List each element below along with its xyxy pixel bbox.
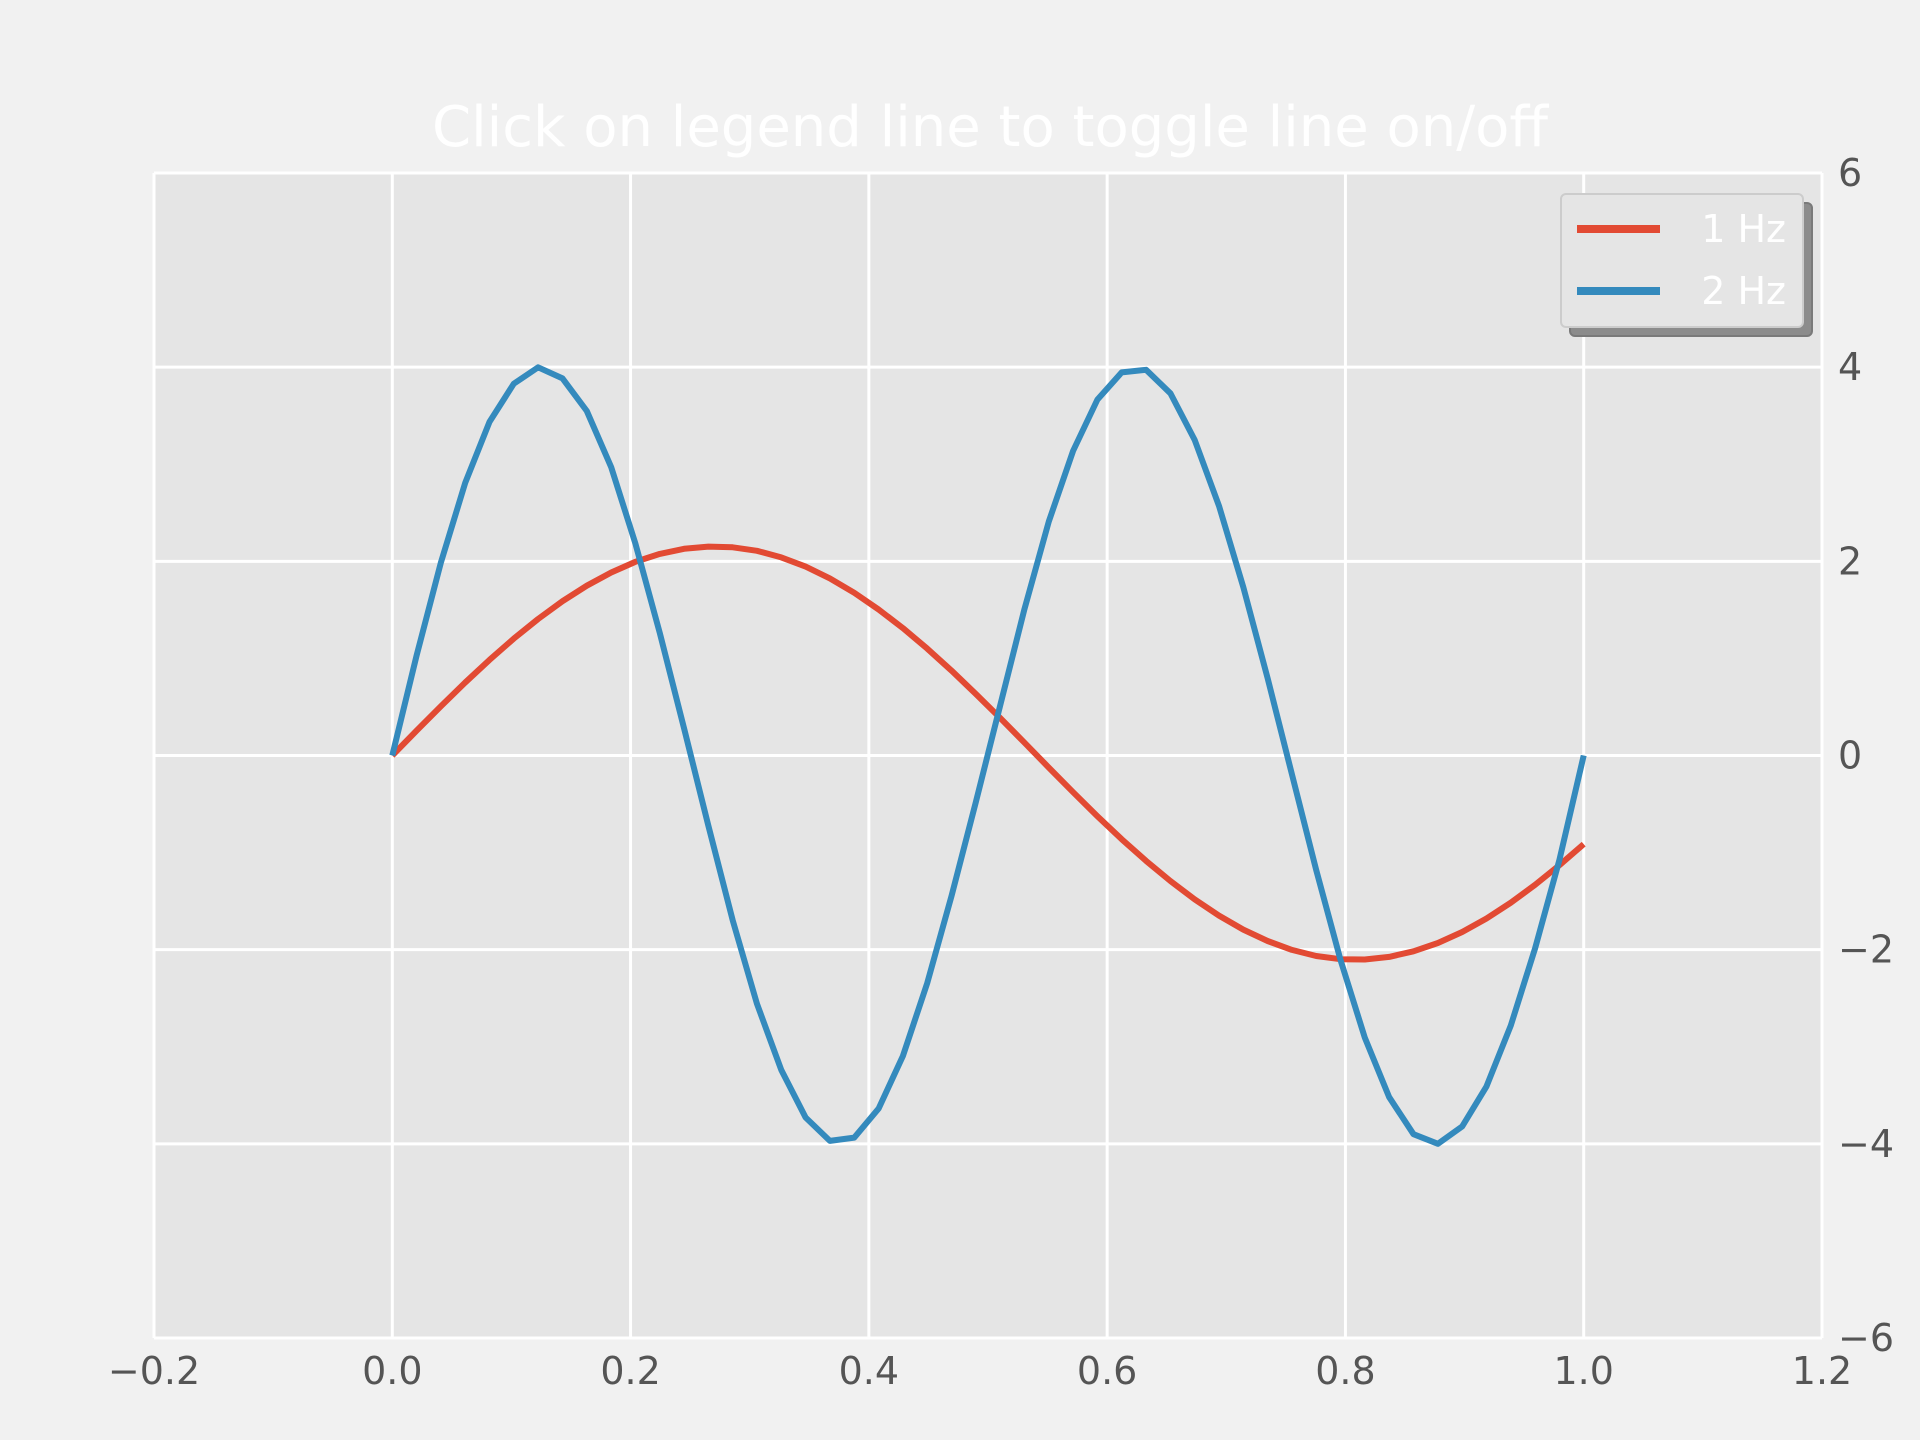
x-tick-label: 0.0	[362, 1349, 422, 1393]
y-tick-label: −6	[1838, 1316, 1894, 1360]
chart-title: Click on legend line to toggle line on/o…	[432, 95, 1549, 160]
x-tick-label: 0.8	[1315, 1349, 1375, 1393]
legend-label-2: 2 Hz	[1701, 269, 1786, 313]
x-tick-label: −0.2	[108, 1349, 200, 1393]
y-tick-label: −4	[1838, 1122, 1894, 1166]
x-tick-label: 0.6	[1077, 1349, 1137, 1393]
series-lines	[389, 364, 1587, 1147]
series-line-2	[389, 364, 1587, 1147]
x-tick-label: 1.0	[1553, 1349, 1613, 1393]
y-tick-label: 2	[1838, 539, 1862, 583]
legend-label-1: 1 Hz	[1701, 207, 1786, 251]
x-tick-label: 1.2	[1792, 1349, 1852, 1393]
y-tick-label: 0	[1838, 734, 1862, 778]
x-axis-ticks: −0.2 0.0 0.2 0.4 0.6 0.8 1.0 1.2	[108, 1349, 1852, 1393]
y-tick-label: 4	[1838, 345, 1862, 389]
y-axis-ticks: 6 4 2 0 −2 −4 −6	[1838, 151, 1894, 1360]
x-tick-label: 0.4	[839, 1349, 899, 1393]
series-line-1	[390, 543, 1586, 963]
y-tick-label: −2	[1838, 928, 1894, 972]
y-tick-label: 6	[1838, 151, 1862, 195]
x-tick-label: 0.2	[600, 1349, 660, 1393]
legend[interactable]: 1 Hz 2 Hz	[1560, 193, 1813, 337]
